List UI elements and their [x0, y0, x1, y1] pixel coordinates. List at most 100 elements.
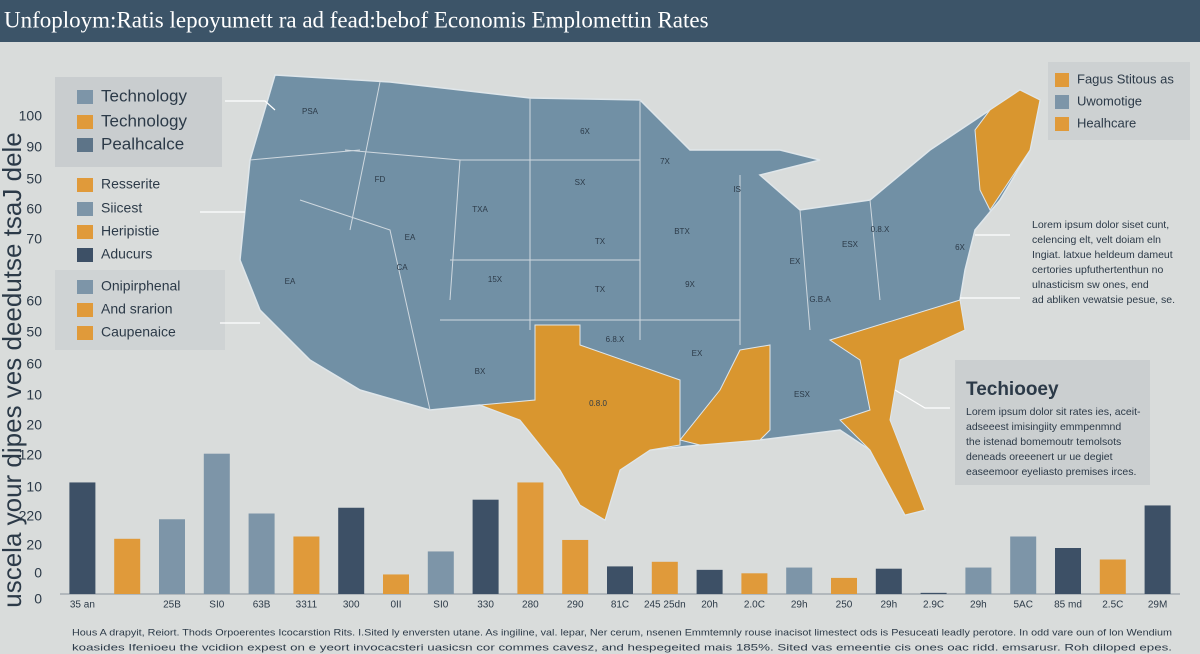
- map-label: TX: [595, 285, 606, 294]
- legend-label: And srarion: [101, 301, 173, 317]
- map-label: EA: [405, 233, 416, 242]
- legend-swatch: [77, 115, 93, 129]
- map-label: BTX: [674, 227, 690, 236]
- x-tick-label: 29h: [880, 600, 897, 611]
- x-tick-label: 2.5C: [1102, 600, 1123, 611]
- legend-swatch: [77, 138, 93, 152]
- bar: [965, 567, 992, 594]
- side-label: 100: [19, 108, 43, 124]
- footer-text: Hous A drapyit, Reiort. Thods Orpoerente…: [72, 628, 1172, 639]
- bar: [741, 573, 768, 594]
- callout-heading: Techiooey: [966, 379, 1059, 400]
- legend-swatch: [77, 280, 93, 294]
- x-tick-label: 81C: [611, 600, 629, 611]
- bar: [651, 561, 678, 594]
- map-label: ESX: [794, 390, 811, 399]
- connectors: [200, 100, 1020, 409]
- legend-label: Aducurs: [101, 246, 152, 262]
- x-tick-label: 2.0C: [744, 600, 765, 611]
- x-tick-label: 85 md: [1054, 600, 1082, 611]
- side-label: 20: [26, 537, 42, 553]
- legend-swatch: [77, 90, 93, 104]
- legend-label: Resserite: [101, 176, 160, 192]
- state-lines: [249, 81, 881, 411]
- map-label: 6X: [580, 127, 590, 136]
- callout-text: deneads oreeenert ur ue degiet: [966, 451, 1113, 463]
- callout-text: adseeest imisingiity emmpenmnd: [966, 421, 1121, 433]
- bar: [472, 499, 499, 594]
- bar: [383, 574, 409, 594]
- legend-label: Heripistie: [101, 223, 160, 239]
- footer-text: koasides Ifenioeu the vcidion expest on …: [72, 643, 1172, 654]
- legend-swatch: [77, 225, 93, 239]
- bar: [293, 536, 320, 594]
- x-tick-label: 25B: [163, 600, 181, 611]
- bar: [1055, 548, 1081, 594]
- bar: [427, 551, 454, 594]
- bar: [607, 566, 633, 594]
- map-label: EX: [790, 257, 801, 266]
- x-tick-label: SI0: [209, 600, 224, 611]
- x-tick-label: 300: [343, 600, 360, 611]
- bar: [831, 577, 857, 594]
- bar: [875, 568, 902, 594]
- legend-label: Caupenaice: [101, 324, 176, 340]
- map-label: 0.8.0: [589, 399, 607, 408]
- legend-label: Pealhcalce: [101, 134, 184, 153]
- bar: [248, 513, 275, 594]
- side-label: 60: [26, 356, 42, 372]
- map-label: ESX: [842, 240, 859, 249]
- side-label: 20: [26, 417, 42, 433]
- x-tick-label: SI0: [433, 600, 448, 611]
- x-tick-label: 5AC: [1013, 600, 1032, 611]
- legend-label: Siicest: [101, 200, 142, 216]
- x-tick-label: 35 an: [70, 600, 95, 611]
- bar: [1144, 505, 1171, 594]
- bar: [517, 482, 544, 594]
- callout-text: easeemoor eyeliasto premises irces.: [966, 466, 1136, 478]
- legend-label: Onipirphenal: [101, 278, 180, 294]
- bar: [920, 592, 947, 594]
- x-tick-label: 29M: [1148, 600, 1167, 611]
- bar: [1099, 559, 1126, 594]
- map-label: TXA: [472, 205, 488, 214]
- legend-swatch: [77, 326, 93, 340]
- callout-text: certories upfuthertenthun no: [1032, 264, 1163, 276]
- legend-swatch: [77, 303, 93, 317]
- legend-label: Fagus Stitous as: [1077, 71, 1174, 86]
- callout-text: ad abliken vewatsie pesue, se.: [1032, 294, 1175, 306]
- bar: [786, 567, 813, 594]
- x-tick-label: 245 25dn: [644, 600, 686, 611]
- header-bar: [0, 0, 1200, 42]
- region-south: [679, 344, 771, 446]
- side-label: 0: [34, 565, 42, 581]
- map-label: 6X: [955, 243, 965, 252]
- callout-text: Ingiat. latxue heldeum dameut: [1032, 249, 1173, 261]
- x-tick-label: 250: [836, 600, 853, 611]
- bar: [114, 538, 141, 594]
- map-label: 7X: [660, 157, 670, 166]
- map-label: G.B.A: [809, 295, 831, 304]
- bar: [69, 482, 96, 594]
- region-texas: [479, 324, 681, 521]
- x-tick-label: 280: [522, 600, 539, 611]
- side-label: 220: [19, 508, 43, 524]
- legend-box: [1048, 62, 1190, 140]
- map-label: IS: [733, 185, 741, 194]
- side-title: uscela your dipes ves deedutse tsaJ dele: [0, 132, 27, 608]
- x-tick-label: 2.9C: [923, 600, 944, 611]
- bar: [1010, 536, 1037, 594]
- legend-swatch: [1055, 117, 1069, 131]
- title: Unfoploym:Ratis lepoyumett ra ad fead:be…: [4, 7, 709, 32]
- region-northeast: [974, 89, 1041, 211]
- callout-text: Lorem ipsum dolor sit rates ies, aceit-: [966, 406, 1141, 418]
- legend-swatch: [77, 178, 93, 192]
- legend-label: Technology: [101, 111, 188, 130]
- callout-box: [955, 360, 1150, 485]
- legend-label: Uwomotige: [1077, 93, 1142, 108]
- map-label: FD: [375, 175, 386, 184]
- legend-swatch: [1055, 73, 1069, 87]
- x-tick-label: 63B: [253, 600, 271, 611]
- x-tick-label: 29h: [970, 600, 987, 611]
